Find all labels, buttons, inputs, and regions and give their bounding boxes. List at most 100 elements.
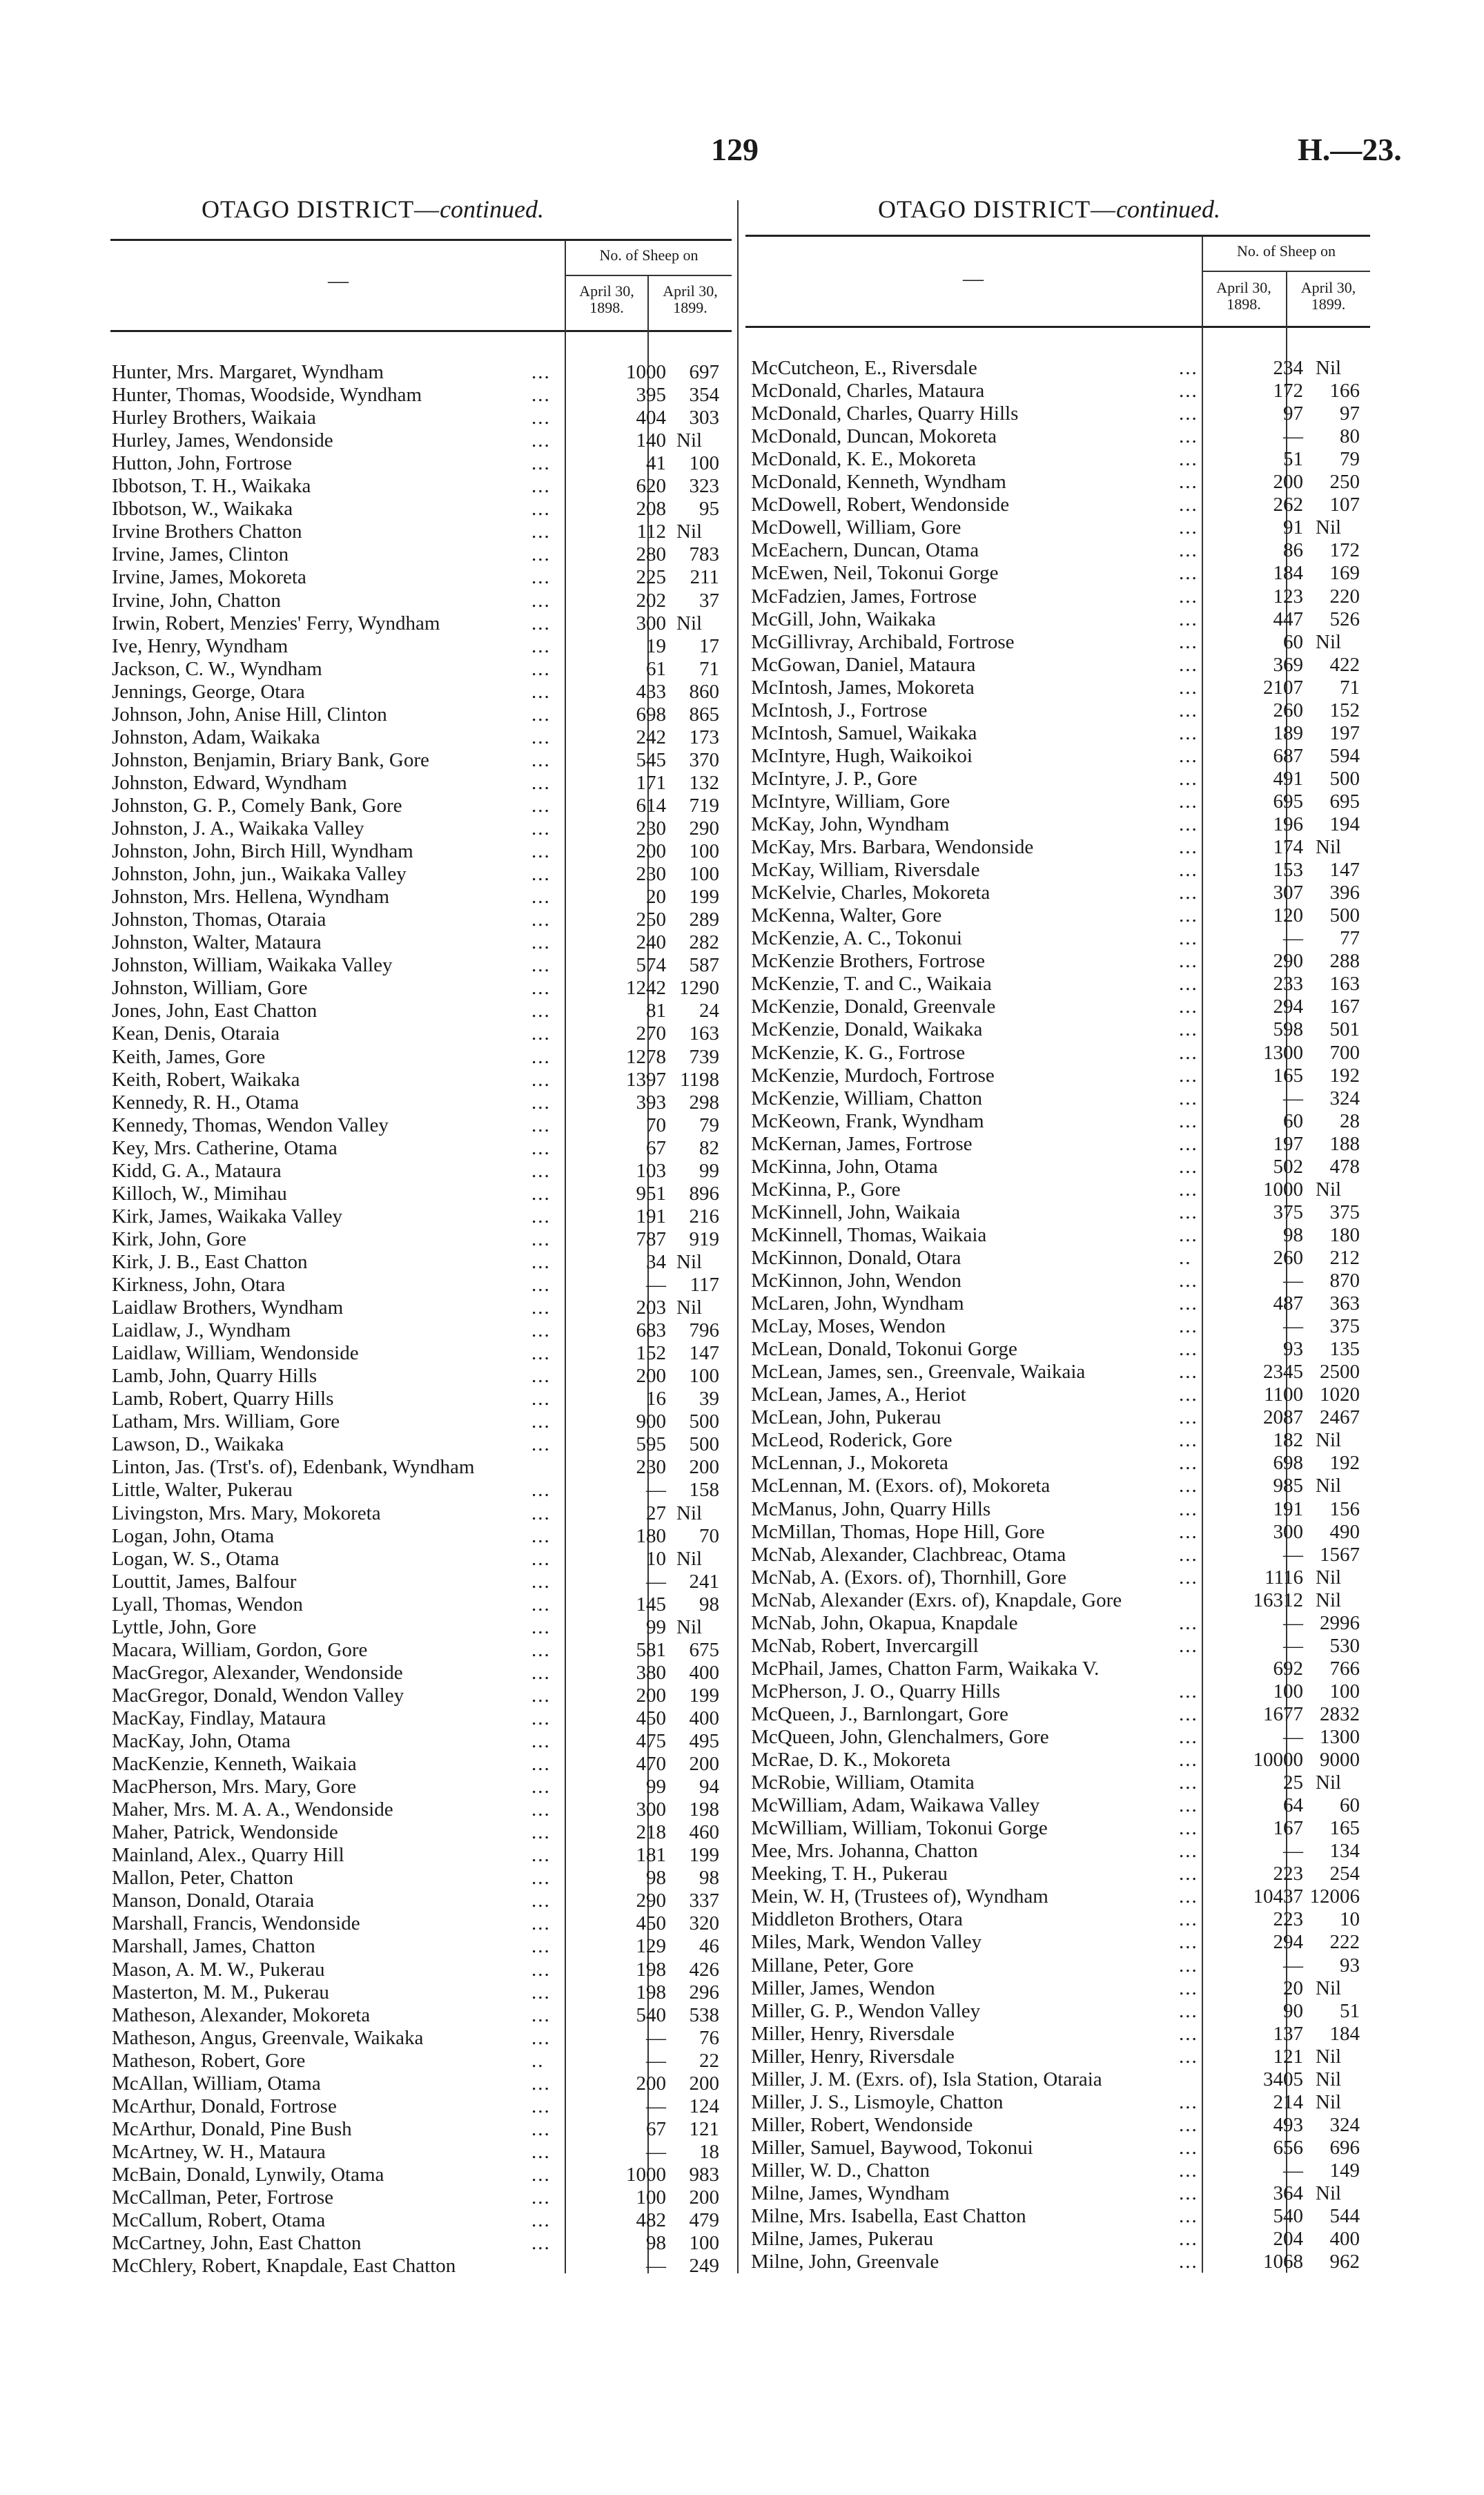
sheep-count-1898: 300 (636, 1798, 667, 1821)
page-number: 129 (711, 132, 759, 167)
dot-leader: ... (531, 1410, 551, 1433)
dot-leader: ... (531, 1981, 551, 2003)
owner-name: McIntosh, J., Fortrose (751, 699, 928, 721)
left-col-divider-1 (565, 240, 566, 2273)
dot-leader: ... (1179, 1315, 1198, 1338)
table-row: McKenzie, Donald, Greenvale... 294 167 (751, 996, 1370, 1018)
table-row: MacGregor, Donald, Wendon Valley... 200 19… (112, 1685, 730, 1707)
sheep-count-1898: — (1283, 927, 1303, 950)
sheep-count-1899: 870 (1329, 1270, 1360, 1292)
owner-name: Lyttle, John, Gore (112, 1615, 257, 1638)
dot-leader: ... (531, 817, 551, 839)
table-row: McPherson, J. O., Quarry Hills... 100 100 (751, 1680, 1370, 1703)
table-row: McLennan, J., Mokoreta... 698 192 (751, 1452, 1370, 1475)
sheep-count-1898: 180 (636, 1524, 667, 1547)
dot-leader: ... (531, 1707, 551, 1729)
dot-leader: ... (531, 1547, 551, 1570)
owner-name: McIntosh, James, Mokoreta (751, 676, 975, 699)
sheep-count-1899: 60 (1340, 1794, 1360, 1817)
owner-name: McKay, William, Riversdale (751, 859, 980, 882)
owner-name: Logan, W. S., Otama (112, 1547, 280, 1570)
sheep-count-1898: 951 (636, 1182, 667, 1205)
sheep-count-1899: 783 (689, 543, 720, 566)
sheep-count-1899: 152 (1329, 699, 1360, 721)
sheep-count-1898: 103 (636, 1159, 667, 1182)
sheep-count-1899: 2467 (1320, 1406, 1360, 1429)
sheep-count-1899: 132 (689, 771, 720, 794)
sheep-count-1898: 67 (646, 2117, 666, 2140)
table-row: Key, Mrs. Catherine, Otama... 67 82 (112, 1137, 730, 1160)
sheep-count-1899: 163 (1329, 973, 1360, 996)
sheep-count-1898: 698 (636, 703, 667, 726)
sheep-count-1898: 100 (636, 2186, 667, 2208)
sheep-count-1898: 1397 (626, 1068, 666, 1091)
sheep-count-1899: 100 (689, 2232, 720, 2255)
sheep-count-1898: 545 (636, 748, 667, 771)
table-row: Logan, W. S., Otama... 10 Nil (112, 1548, 730, 1571)
sheep-count-1899: 100 (689, 452, 720, 475)
sheep-count-1899: 324 (1329, 1087, 1360, 1109)
table-row: MacKenzie, Kenneth, Waikaia... 470 200 (112, 1753, 730, 1776)
owner-name: McKinnon, Donald, Otara (751, 1246, 961, 1269)
sheep-count-1898: 20 (646, 886, 666, 909)
sheep-count-1898: 230 (636, 817, 667, 839)
dot-leader: ... (1179, 1999, 1198, 2022)
left-col-divider-2 (647, 276, 649, 2273)
table-row: Kirk, James, Waikaka Valley... 191 216 (112, 1205, 730, 1228)
sheep-count-1898: 900 (636, 1410, 667, 1433)
sheep-count-1898: — (1283, 1726, 1303, 1748)
table-row: Ibbotson, T. H., Waikaka... 620 323 (112, 475, 730, 498)
owner-name: Kirkness, John, Otara (112, 1274, 286, 1296)
owner-name: McNab, A. (Exors. of), Thornhill, Gore (751, 1566, 1066, 1589)
table-row: Middleton Brothers, Otara... 223 10 (751, 1908, 1370, 1931)
dot-leader: ... (1179, 1611, 1198, 1634)
sheep-count-1899: 220 (1329, 585, 1360, 608)
owner-name: McAllan, William, Otama (112, 2072, 321, 2095)
col1-header-line1: April 30, (1216, 279, 1271, 296)
owner-name: McKenzie, Donald, Greenvale (751, 996, 996, 1018)
dot-leader: ... (531, 1479, 551, 1502)
sheep-count-1898: 10437 (1253, 1885, 1304, 1908)
sheep-count-1899: 22 (699, 2049, 719, 2072)
sheep-count-1898: 67 (646, 1136, 666, 1159)
sheep-count-1898: 100 (1273, 1680, 1304, 1702)
table-row: Miller, James, Wendon... 20 Nil (751, 1977, 1370, 2000)
table-row: Johnson, John, Anise Hill, Clinton... 698… (112, 703, 730, 726)
sheep-count-1899: Nil (676, 1502, 703, 1524)
sheep-count-1899: 98 (699, 1593, 719, 1615)
dot-leader: ... (1179, 1749, 1198, 1771)
sheep-count-1899: 500 (1329, 904, 1360, 927)
right-group-header: No. of Sheep on (1237, 242, 1336, 260)
dot-leader: ... (1179, 585, 1198, 608)
dot-leader: ... (531, 2095, 551, 2117)
sheep-count-1898: 482 (636, 2209, 667, 2232)
sheep-count-1899: 594 (1329, 744, 1360, 767)
owner-name: MacKay, John, Otama (112, 1730, 291, 1752)
dot-leader: ... (531, 2232, 551, 2255)
sheep-count-1899: Nil (1316, 1178, 1342, 1201)
sheep-count-1899: 1567 (1320, 1543, 1360, 1566)
owner-name: Irvine Brothers Chatton (112, 521, 302, 543)
dot-leader: ... (531, 1638, 551, 1661)
sheep-count-1898: 64 (1283, 1794, 1303, 1817)
sheep-count-1898: 172 (1273, 380, 1304, 402)
left-table-heading: OTAGO DISTRICT—continued. (97, 195, 649, 224)
dot-leader: ... (1179, 1977, 1198, 1999)
table-row: McIntosh, James, Mokoreta... 2107 71 (751, 677, 1370, 699)
owner-name: McKenzie, Donald, Waikaka (751, 1018, 983, 1041)
table-row: Lawson, D., Waikaka... 595 500 (112, 1433, 730, 1456)
sheep-count-1899: 158 (689, 1479, 720, 1502)
sheep-count-1898: 34 (646, 1250, 666, 1273)
sheep-count-1899: 70 (699, 1524, 719, 1547)
dot-leader: ... (1179, 790, 1198, 813)
table-row: MacKay, Findlay, Mataura... 450 400 (112, 1707, 730, 1730)
table-row: Killoch, W., Mimihau... 951 896 (112, 1183, 730, 1205)
dot-leader: ... (1179, 2205, 1198, 2228)
dot-leader: ... (531, 361, 551, 383)
owner-name: McIntosh, Samuel, Waikaka (751, 721, 977, 744)
dot-leader: ... (531, 1684, 551, 1707)
sheep-count-1898: — (1283, 1087, 1303, 1109)
sheep-count-1898: 129 (636, 1935, 667, 1958)
owner-name: Miller, Robert, Wendonside (751, 2113, 973, 2136)
table-row: McQueen, John, Glenchalmers, Gore... — 130… (751, 1726, 1370, 1749)
